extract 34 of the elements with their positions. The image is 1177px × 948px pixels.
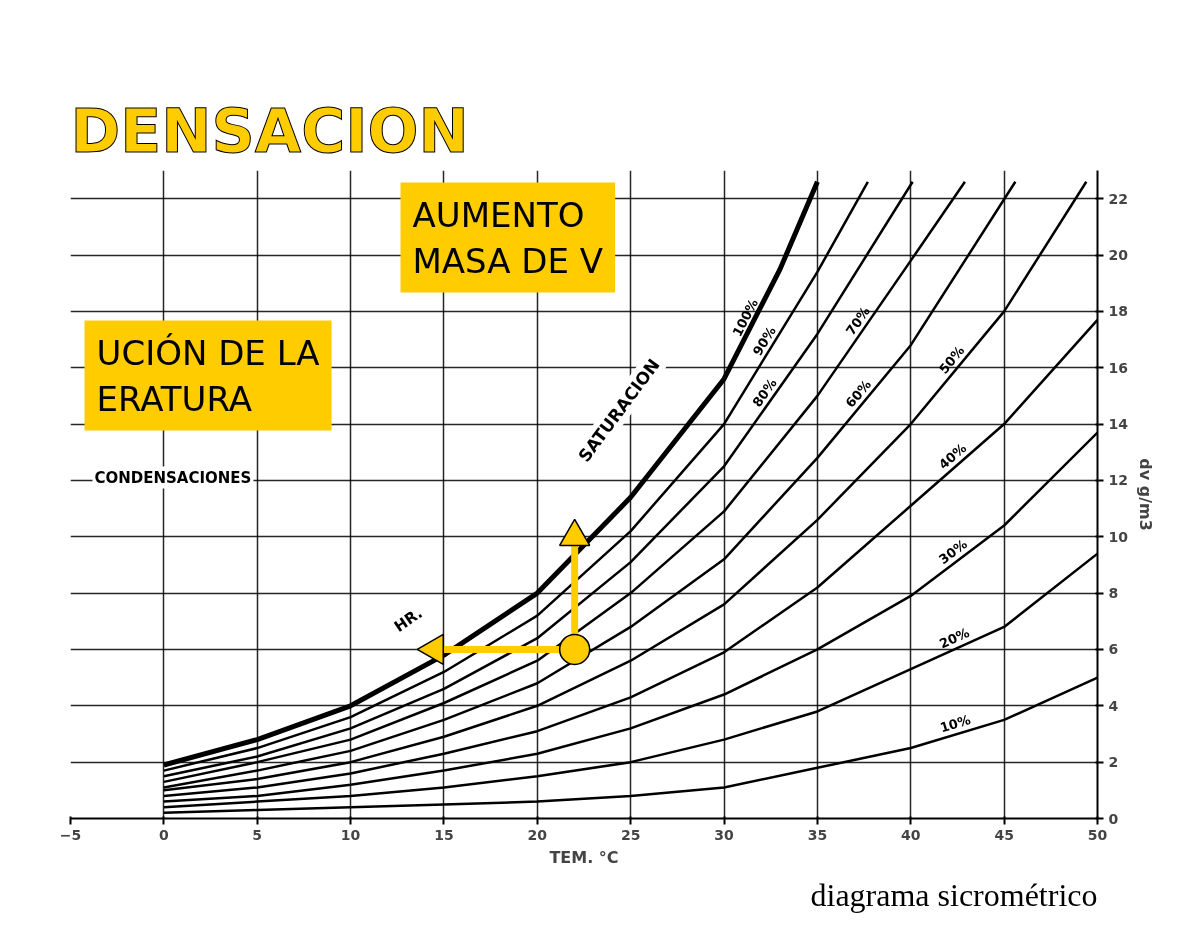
x-tick-label: 15	[434, 826, 454, 843]
y-tick-label: 22	[1108, 190, 1128, 207]
x-tick-label: 25	[620, 826, 641, 843]
text: diagrama sicrométrico	[810, 876, 1098, 913]
x-tick-label: 20	[527, 826, 548, 843]
y-tick-label: 12	[1108, 472, 1128, 489]
text: 20%	[937, 624, 972, 652]
x-tick-label: 50	[1087, 826, 1108, 843]
y-tick-label: 2	[1108, 754, 1119, 771]
x-tick-label: 10	[340, 826, 361, 843]
y-tick-label: 20	[1108, 247, 1129, 264]
text: 10%	[938, 712, 973, 736]
x-tick-label: −5	[59, 826, 82, 843]
annotation: HR.	[390, 603, 426, 636]
y-tick-label: 10	[1108, 528, 1129, 545]
y-tick-label: 14	[1108, 416, 1129, 433]
x-tick-label: 30	[714, 826, 735, 843]
y-tick-label: 0	[1108, 810, 1119, 827]
annotation: CONDENSACIONES	[94, 468, 252, 487]
y-axis-title: dv g/m3	[1135, 458, 1155, 531]
y-tick-label: 16	[1108, 359, 1128, 376]
x-tick-label: 0	[158, 826, 169, 843]
x-tick-label: 45	[994, 826, 1014, 843]
x-axis-title: TEM. °C	[549, 847, 619, 867]
annotation: UCIÓN DE LA ERATURA	[96, 332, 320, 419]
x-tick-label: 35	[807, 826, 828, 843]
x-tick-label: 40	[901, 826, 921, 843]
x-tick-label: 5	[252, 826, 263, 843]
y-tick-label: 6	[1108, 641, 1119, 658]
chart-title: DENSACION	[70, 95, 469, 166]
y-tick-label: 8	[1108, 585, 1119, 602]
y-tick-label: 18	[1108, 303, 1128, 320]
y-tick-label: 4	[1108, 697, 1119, 714]
annotation: AUMENTO MASA DE V	[412, 194, 604, 281]
